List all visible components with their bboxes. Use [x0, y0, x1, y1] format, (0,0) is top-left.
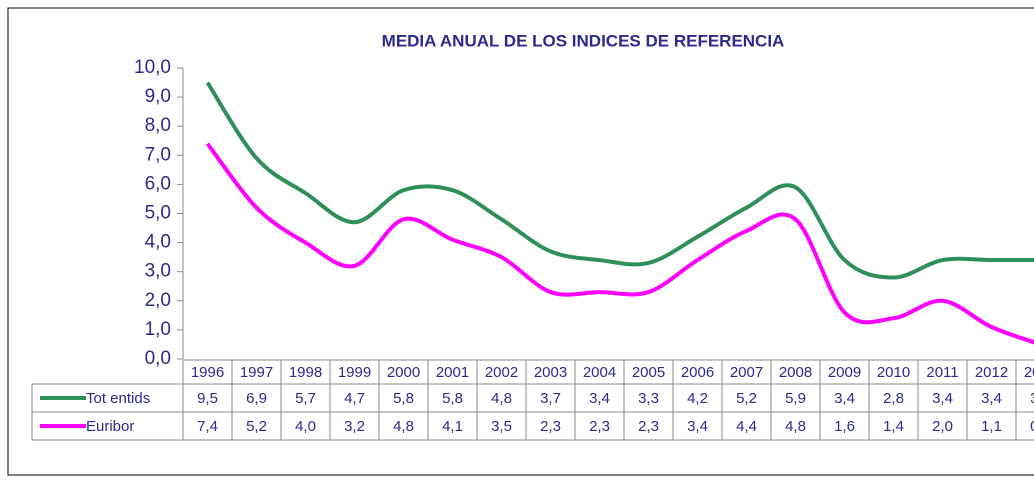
table-value: 0,5 — [1030, 418, 1034, 435]
x-tick-label: 2006 — [681, 364, 714, 381]
table-value: 2,3 — [638, 418, 659, 435]
table-value: 3,4 — [687, 418, 708, 435]
table-value: 3,4 — [932, 390, 953, 407]
table-value: 7,4 — [197, 418, 218, 435]
table-value: 9,5 — [197, 390, 218, 407]
table-value: 4,2 — [687, 390, 708, 407]
x-tick-label: 2002 — [485, 364, 518, 381]
table-value: 3,2 — [344, 418, 365, 435]
series-line — [205, 142, 1034, 345]
table-value: 5,8 — [442, 390, 463, 407]
y-tick-label: 6,0 — [145, 173, 171, 194]
x-tick-label: 2005 — [632, 364, 665, 381]
table-value: 1,1 — [981, 418, 1002, 435]
table-value: 3,5 — [491, 418, 512, 435]
y-tick-label: 3,0 — [145, 261, 171, 282]
x-tick-label: 2004 — [583, 364, 616, 381]
x-tick-label: 1998 — [289, 364, 322, 381]
y-tick-label: 9,0 — [145, 86, 171, 107]
table-value: 3,4 — [981, 390, 1002, 407]
x-tick-label: 1999 — [338, 364, 371, 381]
table-value: 6,9 — [246, 390, 267, 407]
y-tick-label: 0,0 — [145, 348, 171, 369]
y-tick-label: 10,0 — [134, 57, 171, 78]
table-value: 4,0 — [295, 418, 316, 435]
x-tick-label: 2012 — [975, 364, 1008, 381]
series-line — [205, 81, 1034, 280]
x-tick-label: 2010 — [877, 364, 910, 381]
table-value: 5,2 — [736, 390, 757, 407]
table-value: 5,7 — [295, 390, 316, 407]
x-tick-label: 1996 — [191, 364, 224, 381]
x-tick-label: 2013 — [1024, 364, 1034, 381]
table-value: 3,4 — [589, 390, 610, 407]
chart-border — [7, 7, 1034, 476]
y-tick-label: 2,0 — [145, 290, 171, 311]
table-value: 5,8 — [393, 390, 414, 407]
y-tick-label: 4,0 — [145, 232, 171, 253]
x-tick-label: 2001 — [436, 364, 469, 381]
x-tick-label: 2011 — [926, 364, 958, 381]
table-value: 4,4 — [736, 418, 757, 435]
table-value: 4,8 — [393, 418, 414, 435]
table-value: 2,8 — [883, 390, 904, 407]
x-tick-label: 2003 — [534, 364, 567, 381]
y-tick-label: 8,0 — [145, 115, 171, 136]
table-value: 4,7 — [344, 390, 365, 407]
table-value: 4,1 — [442, 418, 463, 435]
table-value: 2,3 — [540, 418, 561, 435]
table-value: 5,2 — [246, 418, 267, 435]
table-value: 3,4 — [834, 390, 855, 407]
table-value: 1,6 — [834, 418, 855, 435]
x-tick-label: 2008 — [779, 364, 812, 381]
table-value: 4,8 — [491, 390, 512, 407]
table-value: 4,8 — [785, 418, 806, 435]
table-value: 2,0 — [932, 418, 953, 435]
x-tick-label: 2009 — [828, 364, 861, 381]
table-value: 3,3 — [638, 390, 659, 407]
chart-title: MEDIA ANUAL DE LOS INDICES DE REFERENCIA — [382, 31, 785, 50]
table-value: 3,4 — [1030, 390, 1034, 407]
y-tick-label: 7,0 — [145, 144, 171, 165]
table-value: 5,9 — [785, 390, 806, 407]
table-value: 1,4 — [883, 418, 904, 435]
y-tick-label: 1,0 — [145, 319, 171, 340]
table-value: 2,3 — [589, 418, 610, 435]
legend-label: Tot entids — [86, 390, 150, 407]
x-tick-label: 1997 — [240, 364, 273, 381]
y-tick-label: 5,0 — [145, 203, 171, 224]
legend-label: Euribor — [86, 418, 134, 435]
table-value: 3,7 — [540, 390, 561, 407]
x-tick-label: 2007 — [730, 364, 763, 381]
x-tick-label: 2000 — [387, 364, 420, 381]
